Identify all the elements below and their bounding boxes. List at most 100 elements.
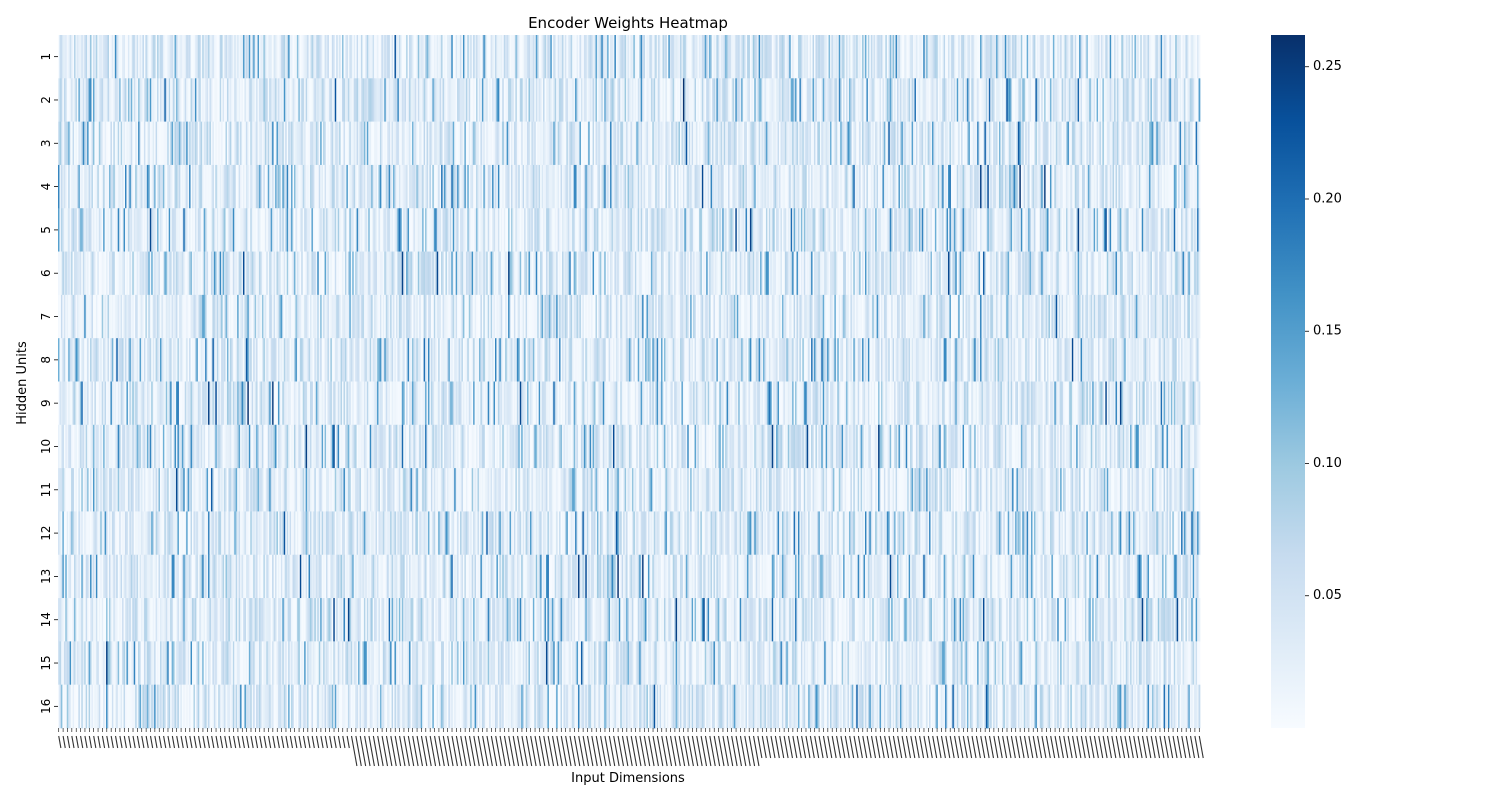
heatmap-cell <box>108 208 111 252</box>
heatmap-cell <box>423 164 426 209</box>
heatmap-cell <box>1057 35 1060 79</box>
heatmap-cell <box>813 35 816 79</box>
heatmap-cell <box>487 121 490 166</box>
heatmap-cell <box>642 208 644 252</box>
heatmap-cell <box>956 251 959 296</box>
heatmap-cell <box>362 35 365 79</box>
heatmap-cell <box>911 35 914 79</box>
heatmap-cell <box>700 78 703 122</box>
heatmap-cell <box>767 35 770 79</box>
heatmap-cell <box>789 78 792 122</box>
heatmap-cell <box>113 294 116 339</box>
heatmap-cell <box>1080 251 1083 296</box>
heatmap-cell <box>780 121 783 166</box>
heatmap-cell <box>103 164 105 209</box>
heatmap-cell <box>436 35 439 79</box>
heatmap-cell <box>1039 251 1042 296</box>
heatmap-cell <box>566 164 569 209</box>
heatmap-cell <box>346 251 349 296</box>
heatmap-cell <box>1073 35 1076 79</box>
heatmap-cell <box>1073 78 1076 122</box>
heatmap-cell <box>1049 208 1052 252</box>
heatmap-cell <box>796 78 799 122</box>
heatmap-cell <box>426 78 429 122</box>
heatmap-cell <box>825 164 828 209</box>
heatmap-cell <box>931 35 934 79</box>
heatmap-cell <box>974 251 977 296</box>
heatmap-cell <box>765 35 768 79</box>
heatmap-cell <box>527 78 529 122</box>
heatmap-cell <box>594 208 596 252</box>
heatmap-cell <box>385 251 388 296</box>
heatmap-cell <box>208 208 210 252</box>
heatmap-cell <box>784 78 787 122</box>
heatmap-cell <box>693 164 695 209</box>
heatmap-cell <box>1127 208 1129 252</box>
heatmap-cell <box>283 251 286 296</box>
heatmap-cell <box>1182 251 1185 296</box>
heatmap-cell <box>305 294 308 339</box>
heatmap-cell <box>908 121 911 166</box>
heatmap-cell <box>382 78 385 122</box>
heatmap-cell <box>1188 35 1191 79</box>
heatmap-cell <box>425 164 427 209</box>
heatmap-cell <box>776 121 778 166</box>
heatmap-cell <box>285 164 288 209</box>
heatmap-cell <box>259 121 261 166</box>
heatmap-cell <box>1060 78 1062 122</box>
heatmap-cell <box>317 121 320 166</box>
heatmap-cell <box>358 164 360 209</box>
heatmap-cell <box>492 208 494 252</box>
heatmap-cell <box>270 208 273 252</box>
heatmap-cell <box>607 164 609 209</box>
heatmap-cell <box>875 78 877 122</box>
heatmap-cell <box>164 251 167 296</box>
heatmap-cell <box>187 78 190 122</box>
heatmap-cell <box>323 164 325 209</box>
heatmap-cell <box>548 35 551 79</box>
heatmap-cell <box>155 208 158 252</box>
heatmap-cell <box>781 251 784 296</box>
heatmap-cell <box>148 251 151 296</box>
heatmap-cell <box>304 121 306 166</box>
heatmap-cell <box>132 35 135 79</box>
heatmap-cell <box>569 121 572 166</box>
heatmap-cell <box>197 294 200 339</box>
heatmap-cell <box>161 78 164 122</box>
heatmap-cell <box>305 164 308 209</box>
heatmap-cell <box>725 35 727 79</box>
heatmap-cell <box>1098 35 1100 79</box>
heatmap-cell <box>1150 35 1153 79</box>
heatmap-cell <box>68 208 71 252</box>
heatmap-cell <box>407 208 410 252</box>
heatmap-cell <box>1160 208 1163 252</box>
heatmap-cell <box>1151 35 1154 79</box>
heatmap-cell <box>527 121 529 166</box>
heatmap-cell <box>843 208 845 252</box>
heatmap-cell <box>241 35 244 79</box>
heatmap-cell <box>190 251 193 296</box>
heatmap-cell <box>116 294 119 339</box>
heatmap-cell <box>516 208 519 252</box>
heatmap-cell <box>261 208 264 252</box>
heatmap-cell <box>476 121 478 166</box>
heatmap-cell <box>870 208 873 252</box>
heatmap-cell <box>62 294 65 339</box>
heatmap-cell <box>1095 121 1097 166</box>
heatmap-cell <box>381 121 384 166</box>
heatmap-cell <box>168 294 171 339</box>
heatmap-cell <box>339 164 341 209</box>
heatmap-cell <box>66 294 69 339</box>
heatmap-cell <box>356 251 359 296</box>
heatmap-cell <box>78 251 81 296</box>
heatmap-cell <box>458 294 461 339</box>
heatmap-cell <box>910 208 912 252</box>
heatmap-cell <box>429 35 432 79</box>
heatmap-cell <box>173 251 175 296</box>
heatmap-cell <box>787 78 790 122</box>
heatmap-cell <box>725 208 727 252</box>
heatmap-cell <box>480 251 483 296</box>
heatmap-cell <box>687 78 690 122</box>
heatmap-cell <box>926 208 928 252</box>
heatmap-cell <box>1183 78 1186 122</box>
